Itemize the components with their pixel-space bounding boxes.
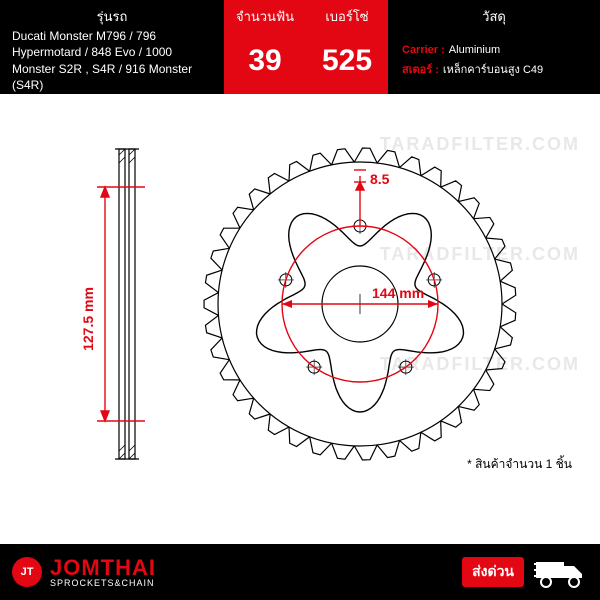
brand-name: JOMTHAI	[50, 557, 156, 579]
bolt-circle-label: 144 mm	[372, 285, 424, 301]
diagram-area: TARADFILTER.COM TARADFILTER.COM TARADFIL…	[0, 94, 600, 534]
chain-title: เบอร์โซ่	[306, 0, 388, 27]
chain-cell: เบอร์โซ่ 525	[306, 0, 388, 94]
chain-value: 525	[322, 44, 372, 78]
spec-header: รุ่นรถ Ducati Monster M796 / 796 Hypermo…	[0, 0, 600, 94]
sprocket-mat-label: สเตอร์ :	[402, 60, 439, 78]
truck-icon	[534, 554, 588, 590]
teeth-cell: จำนวนฟัน 39	[224, 0, 306, 94]
side-height-label: 127.5 mm	[80, 287, 96, 351]
carrier-value: Aluminium	[449, 44, 500, 56]
material-title: วัสดุ	[388, 0, 600, 27]
sprocket-mat-value: เหล็กคาร์บอนสูง C49	[443, 60, 543, 78]
carrier-label: Carrier :	[402, 44, 445, 56]
model-title: รุ่นรถ	[0, 0, 224, 27]
carrier-line: Carrier : Aluminium	[402, 44, 500, 56]
brand-subtitle: SPROCKETS&CHAIN	[50, 579, 156, 588]
model-cell: รุ่นรถ Ducati Monster M796 / 796 Hypermo…	[0, 0, 224, 94]
teeth-value: 39	[248, 44, 281, 78]
side-profile: 127.5 mm	[80, 149, 145, 459]
sprocket-front: 144 mm 8.5	[204, 148, 516, 460]
hole-dia-label: 8.5	[370, 171, 390, 187]
brand-block: JT JOMTHAI SPROCKETS&CHAIN	[12, 557, 156, 588]
model-text: Ducati Monster M796 / 796 Hypermotard / …	[0, 27, 224, 94]
teeth-title: จำนวนฟัน	[224, 0, 306, 27]
sprocket-mat-line: สเตอร์ : เหล็กคาร์บอนสูง C49	[402, 60, 543, 78]
quantity-note: * สินค้าจำนวน 1 ชิ้น	[467, 455, 572, 474]
shipping-label: ส่งด่วน	[462, 557, 524, 587]
shipping-block: ส่งด่วน	[462, 554, 588, 590]
footer-bar: JT JOMTHAI SPROCKETS&CHAIN ส่งด่วน	[0, 544, 600, 600]
material-cell: วัสดุ Carrier : Aluminium สเตอร์ : เหล็ก…	[388, 0, 600, 94]
brand-logo-icon: JT	[12, 557, 42, 587]
